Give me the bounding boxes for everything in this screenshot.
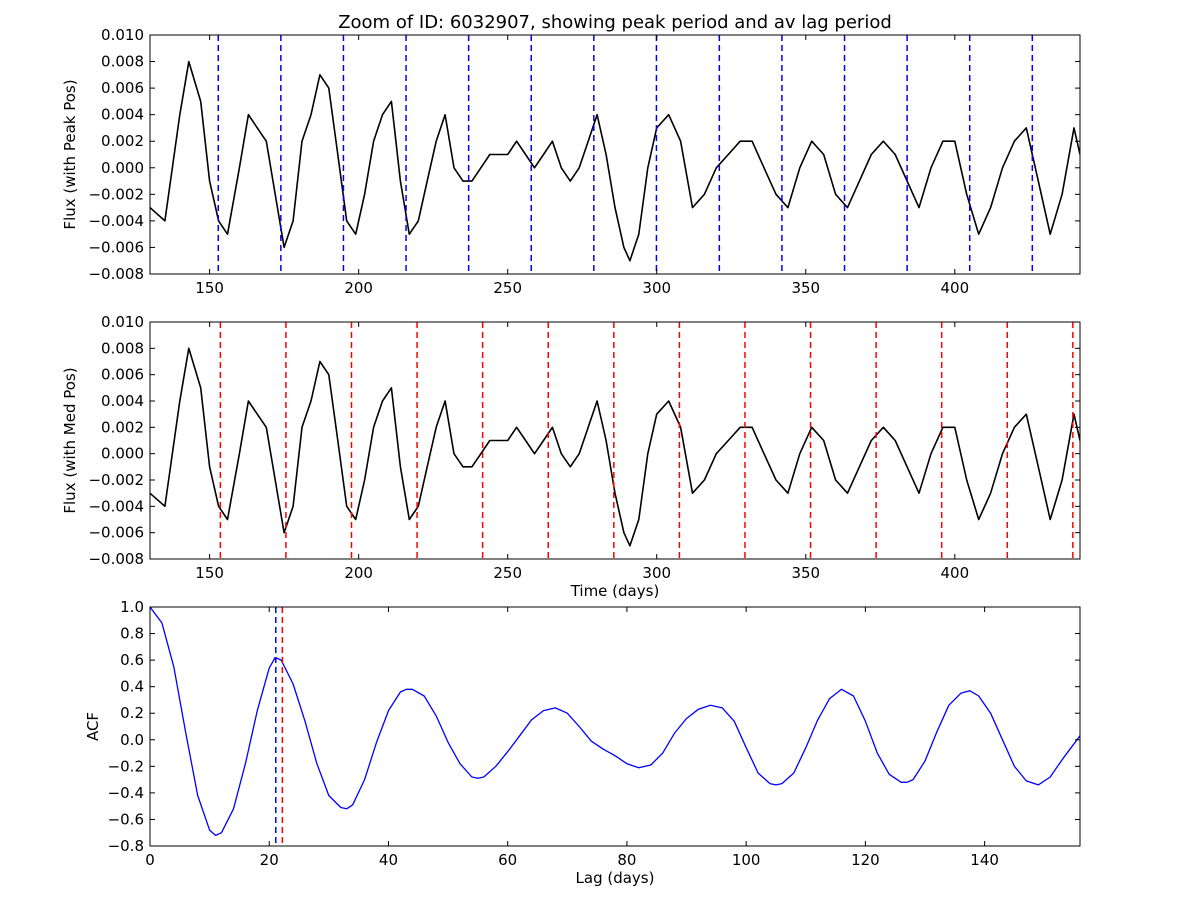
y-tick-label: 0.008	[101, 339, 144, 357]
subplot-2: 150 200 250 300 350 400 −0.008 −0.006 −0.004 −0.0…	[61, 313, 1081, 600]
x-tick-label: 250	[493, 279, 522, 297]
y-tick-label: 0.004	[101, 106, 144, 124]
y-tick-label: 0.000	[101, 445, 144, 463]
x-tick-label: 400	[940, 564, 969, 582]
x-tick-label: 20	[260, 851, 279, 869]
x-tick-label: 100	[732, 851, 761, 869]
plot-area	[150, 607, 1080, 846]
series-line-1	[150, 607, 1080, 837]
y-tick-label: 0.2	[120, 704, 144, 722]
x-tick-label: 150	[195, 564, 224, 582]
y-tick-label: 1.0	[120, 598, 144, 616]
y-tick-label: 0.006	[101, 366, 144, 384]
y-tick-label: 0.008	[101, 53, 144, 71]
x-tick-label: 140	[970, 851, 999, 869]
y-tick-label: −0.4	[108, 784, 144, 802]
y-tick-label: −0.6	[108, 810, 144, 828]
x-tick-label: 400	[940, 279, 969, 297]
x-axis-label: Time (days)	[570, 582, 660, 600]
y-tick-label: 0.8	[120, 625, 144, 643]
y-tick-label: −0.2	[108, 757, 144, 775]
y-tick-label: 0.0	[120, 731, 144, 749]
x-tick-label: 350	[791, 564, 820, 582]
plots-container: 150 200 250 300 350 400−0.008−0.006−0.004−0.0…	[61, 26, 1081, 887]
plot-area	[150, 322, 1080, 559]
figure-title: Zoom of ID: 6032907, showing peak period…	[338, 12, 892, 33]
y-tick-label: 0.6	[120, 651, 144, 669]
x-tick-label: 200	[344, 279, 373, 297]
y-tick-label: 0.010	[101, 26, 144, 44]
x-tick-label: 350	[791, 279, 820, 297]
series-line-1	[150, 60, 1080, 262]
x-tick-label: 250	[493, 564, 522, 582]
x-tick-label: 60	[498, 851, 517, 869]
x-tick-label: 0	[145, 851, 155, 869]
x-tick-label: 150	[195, 279, 224, 297]
x-tick-label: 40	[379, 851, 398, 869]
y-tick-label: 0.002	[101, 132, 144, 150]
y-tick-label: −0.008	[88, 550, 144, 568]
axes-frame	[149, 34, 1081, 275]
y-tick-label: −0.008	[88, 265, 144, 283]
series-line-1	[150, 347, 1080, 547]
y-tick-label: −0.004	[88, 212, 144, 230]
y-tick-label: 0.004	[101, 392, 144, 410]
y-axis-label: Flux (with Peak Pos)	[61, 79, 79, 229]
y-axis-label: Flux (with Med Pos)	[61, 367, 79, 513]
y-tick-label: 0.010	[101, 313, 144, 331]
x-tick-label: 300	[642, 564, 671, 582]
subplot-3: 0 20 40 60 80 100 120 140 −0.8 −0.6 −0.4 −0.2 0.0 0.2…	[84, 598, 1081, 887]
y-tick-label: 0.002	[101, 418, 144, 436]
y-tick-label: −0.006	[88, 524, 144, 542]
y-tick-label: −0.002	[88, 185, 144, 203]
axes-frame	[149, 606, 1081, 847]
y-axis-label: ACF	[84, 712, 102, 741]
y-tick-label: −0.006	[88, 238, 144, 256]
y-tick-label: −0.8	[108, 837, 144, 855]
x-tick-label: 300	[642, 279, 671, 297]
subplot-1: 150 200 250 300 350 400 −0.008 −0.006 −0.004 −0.0…	[61, 26, 1081, 297]
x-tick-label: 200	[344, 564, 373, 582]
x-axis-label: Lag (days)	[576, 869, 655, 887]
y-tick-label: −0.002	[88, 471, 144, 489]
y-tick-label: 0.000	[101, 159, 144, 177]
y-tick-label: 0.006	[101, 79, 144, 97]
x-tick-label: 120	[851, 851, 880, 869]
y-tick-label: −0.004	[88, 497, 144, 515]
x-tick-label: 80	[617, 851, 636, 869]
y-tick-label: 0.4	[120, 678, 144, 696]
axes-frame	[149, 321, 1081, 560]
plot-area	[150, 35, 1080, 274]
